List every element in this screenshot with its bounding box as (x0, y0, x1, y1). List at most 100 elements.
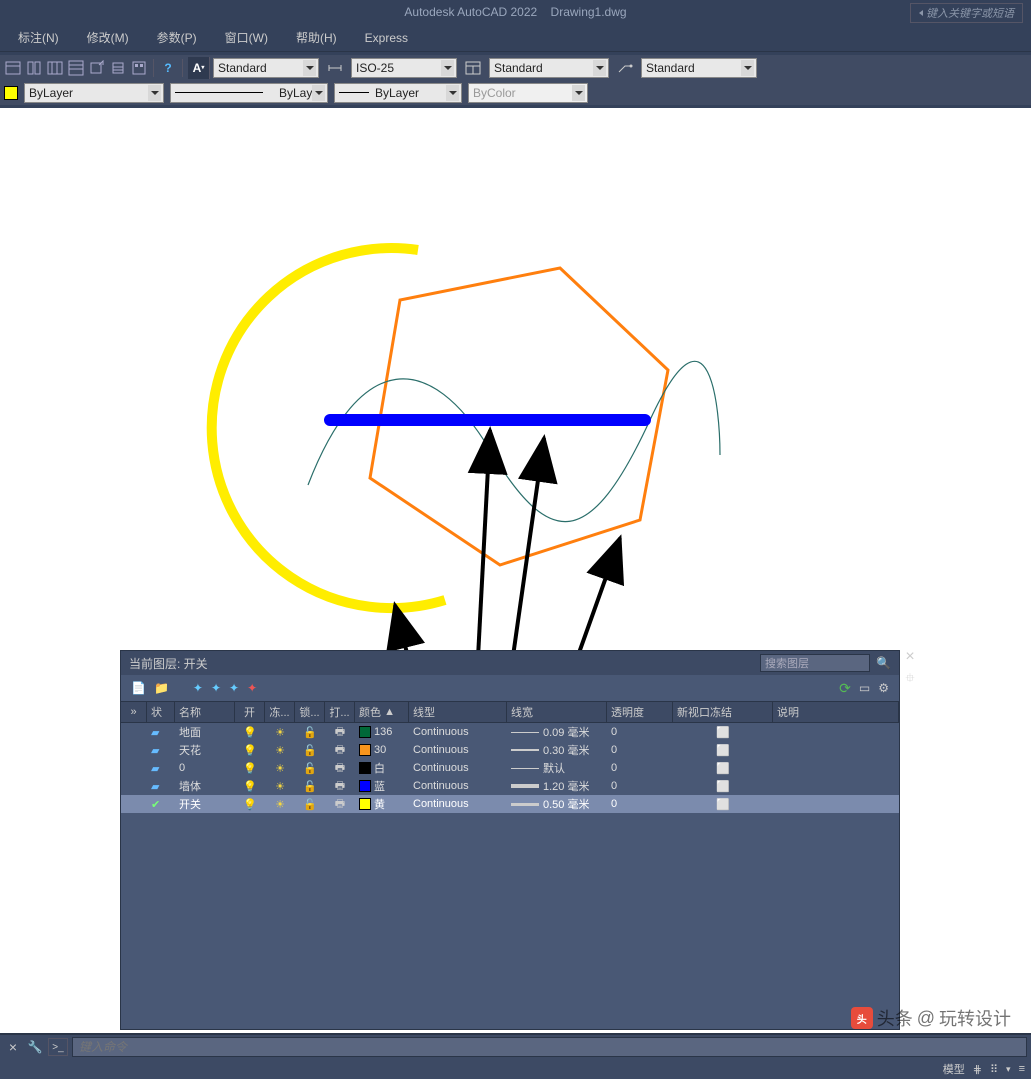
tool-icon-6[interactable] (109, 59, 127, 77)
mleaderstyle-combo[interactable]: Standard (641, 58, 757, 78)
settings-icon[interactable]: ⚙ (878, 681, 889, 695)
layer-search-input[interactable]: 搜索图层 (760, 654, 870, 672)
vpfreeze-icon[interactable]: ⬜ (673, 759, 773, 777)
menu-params[interactable]: 参数(P) (157, 29, 197, 46)
cmdline-prompt-icon[interactable]: >_ (48, 1038, 68, 1056)
description-cell[interactable] (773, 795, 899, 813)
tool-icon-2[interactable] (25, 59, 43, 77)
layer-row[interactable]: ▰天花💡☀🔓🖶 30Continuous0.30 毫米0⬜ (121, 741, 899, 759)
color-cell[interactable]: 黄 (355, 795, 409, 813)
on-icon[interactable]: 💡 (235, 759, 265, 777)
col-expand[interactable]: » (121, 702, 147, 722)
col-status[interactable]: 状 (147, 702, 175, 722)
color-cell[interactable]: 136 (355, 723, 409, 741)
lock-icon[interactable]: 🔓 (295, 777, 325, 795)
lock-icon[interactable]: 🔓 (295, 741, 325, 759)
freeze-icon[interactable]: ☀ (265, 741, 295, 759)
statusbar-menu2-icon[interactable]: ≡ (1019, 1063, 1025, 1075)
help-icon[interactable]: ? (159, 59, 177, 77)
tablestyle-combo[interactable]: Standard (489, 58, 609, 78)
layer-row[interactable]: ▰墙体💡☀🔓🖶 蓝Continuous1.20 毫米0⬜ (121, 777, 899, 795)
linetype-cell[interactable]: Continuous (409, 795, 507, 813)
col-description[interactable]: 说明 (773, 702, 899, 722)
plot-icon[interactable]: 🖶 (325, 759, 355, 777)
grid-icon[interactable]: ⋕ (973, 1063, 982, 1076)
lineweight-combo[interactable]: ByLayer (334, 83, 462, 103)
lineweight-cell[interactable]: 0.09 毫米 (507, 723, 607, 741)
freeze-icon[interactable]: ☀ (265, 795, 295, 813)
color-cell[interactable]: 30 (355, 741, 409, 759)
dropdown-icon[interactable] (593, 60, 606, 76)
freeze-icon[interactable]: ☀ (265, 723, 295, 741)
transparency-cell[interactable]: 0 (607, 795, 673, 813)
model-button[interactable]: 模型 (943, 1061, 965, 1077)
on-icon[interactable]: 💡 (235, 723, 265, 741)
transparency-cell[interactable]: 0 (607, 759, 673, 777)
color-cell[interactable]: 白 (355, 759, 409, 777)
col-vpfreeze[interactable]: 新视口冻结 (673, 702, 773, 722)
layer-row[interactable]: ✔开关💡☀🔓🖶 黄Continuous0.50 毫米0⬜ (121, 795, 899, 813)
col-name[interactable]: 名称 (175, 702, 235, 722)
lock-icon[interactable]: 🔓 (295, 759, 325, 777)
tool-icon-5[interactable] (88, 59, 106, 77)
menu-window[interactable]: 窗口(W) (225, 29, 268, 46)
color-cell[interactable]: 蓝 (355, 777, 409, 795)
menu-express[interactable]: Express (365, 31, 408, 45)
dimstyle-icon[interactable] (322, 60, 348, 76)
tool-icon-1[interactable] (4, 59, 22, 77)
layer-filter-icon[interactable]: ✦ (211, 681, 221, 695)
plot-icon[interactable]: 🖶 (325, 795, 355, 813)
menu-modify[interactable]: 修改(M) (87, 29, 129, 46)
refresh-icon[interactable]: ⟳ (839, 680, 851, 697)
infocenter-search[interactable]: 键入关键字或短语 (910, 3, 1023, 23)
description-cell[interactable] (773, 723, 899, 741)
dropdown-icon[interactable] (441, 60, 454, 76)
layer-states-icon[interactable]: ✦ (193, 681, 203, 695)
layer-color-swatch-btn[interactable] (4, 86, 18, 100)
dropdown-icon[interactable] (303, 60, 316, 76)
new-layer-vp-icon[interactable]: 📁 (154, 681, 169, 695)
description-cell[interactable] (773, 759, 899, 777)
toggle-icon[interactable]: ▭ (859, 681, 870, 695)
snap-icon[interactable]: ⠿ (990, 1063, 998, 1076)
tool-icon-4[interactable] (67, 59, 85, 77)
on-icon[interactable]: 💡 (235, 795, 265, 813)
freeze-icon[interactable]: ☀ (265, 777, 295, 795)
statusbar-menu-icon[interactable]: ▾ (1006, 1064, 1011, 1075)
new-layer-icon[interactable]: 📄 (131, 681, 146, 695)
vpfreeze-icon[interactable]: ⬜ (673, 741, 773, 759)
menu-dimension[interactable]: 标注(N) (18, 29, 59, 46)
col-lock[interactable]: 锁... (295, 702, 325, 722)
transparency-cell[interactable]: 0 (607, 741, 673, 759)
plot-icon[interactable]: 🖶 (325, 777, 355, 795)
vpfreeze-icon[interactable]: ⬜ (673, 777, 773, 795)
col-linetype[interactable]: 线型 (409, 702, 507, 722)
on-icon[interactable]: 💡 (235, 777, 265, 795)
dropdown-icon[interactable] (741, 60, 754, 76)
vpfreeze-icon[interactable]: ⬜ (673, 723, 773, 741)
cmdline-customize-icon[interactable]: 🔧 (26, 1038, 44, 1056)
lineweight-cell[interactable]: 1.20 毫米 (507, 777, 607, 795)
transparency-cell[interactable]: 0 (607, 723, 673, 741)
menu-help[interactable]: 帮助(H) (296, 29, 337, 46)
col-lineweight[interactable]: 线宽 (507, 702, 607, 722)
col-freeze[interactable]: 冻... (265, 702, 295, 722)
tool-icon-7[interactable] (130, 59, 148, 77)
layer-delete-icon[interactable]: ✦ (229, 681, 239, 695)
lineweight-cell[interactable]: 0.50 毫米 (507, 795, 607, 813)
dropdown-icon[interactable] (446, 85, 459, 101)
transparency-cell[interactable]: 0 (607, 777, 673, 795)
col-plot[interactable]: 打... (325, 702, 355, 722)
freeze-icon[interactable]: ☀ (265, 759, 295, 777)
textstyle-icon[interactable]: A▾ (188, 57, 210, 79)
tool-icon-3[interactable] (46, 59, 64, 77)
linetype-cell[interactable]: Continuous (409, 777, 507, 795)
panel-pin-button[interactable]: ⯐ (901, 669, 919, 690)
plot-icon[interactable]: 🖶 (325, 741, 355, 759)
col-color[interactable]: 颜色 ▲ (355, 702, 409, 722)
layer-row[interactable]: ▰0💡☀🔓🖶 白Continuous默认0⬜ (121, 759, 899, 777)
cmdline-close-icon[interactable]: × (4, 1038, 22, 1056)
lineweight-cell[interactable]: 0.30 毫米 (507, 741, 607, 759)
linetype-combo[interactable]: ByLayer (170, 83, 328, 103)
dropdown-icon[interactable] (148, 85, 161, 101)
